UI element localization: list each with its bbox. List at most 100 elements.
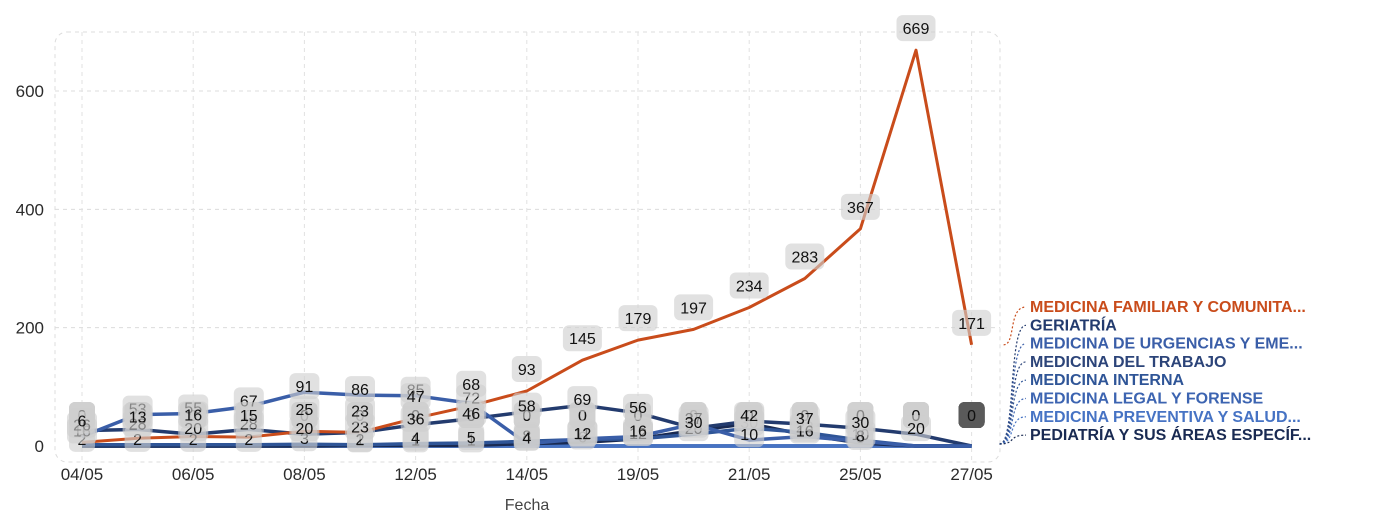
data-label: 23 [345, 397, 375, 424]
legend[interactable]: MEDICINA FAMILIAR Y COMUNITA...GERIATRÍA… [999, 299, 1312, 445]
data-label: 93 [511, 355, 542, 382]
data-label-text: 36 [407, 412, 425, 429]
x-axis-title: Fecha [505, 497, 550, 514]
data-label: 234 [729, 272, 769, 299]
data-label-bg [674, 294, 714, 321]
legend-item[interactable]: MEDICINA DEL TRABAJO [1030, 354, 1226, 371]
data-label: 91 [289, 373, 320, 400]
data-label: 56 [623, 393, 653, 420]
data-label-bg [345, 376, 375, 403]
data-label: 20 [901, 415, 931, 442]
y-tick-label: 600 [16, 82, 44, 101]
data-label-text: 0 [578, 408, 587, 425]
data-label: 16 [178, 401, 209, 428]
plot-frame [54, 31, 1001, 463]
data-label-bg [958, 402, 985, 428]
data-label: 12 [567, 419, 598, 446]
legend-connector [1003, 306, 1027, 346]
x-tick-label: 12/05 [394, 465, 437, 484]
legend-item[interactable]: PEDIATRÍA Y SUS ÁREAS ESPECÍF... [1030, 425, 1311, 444]
data-label-text: 47 [407, 389, 425, 406]
data-label-bg [952, 309, 992, 336]
data-label-bg [567, 386, 598, 413]
data-label: 69 [567, 386, 598, 413]
data-label-bg [178, 401, 209, 428]
data-label: 6 [69, 407, 95, 434]
data-label-text: 4 [411, 431, 420, 448]
legend-item[interactable]: GERIATRÍA [1030, 315, 1117, 334]
y-tick-label: 200 [16, 319, 44, 338]
data-label-text: 283 [791, 250, 818, 267]
data-label-text: 145 [569, 331, 596, 348]
legend-item[interactable]: MEDICINA FAMILIAR Y COMUNITA... [1030, 299, 1306, 316]
data-label-bg [511, 355, 542, 382]
data-label: 47 [400, 383, 431, 410]
data-label-bg [789, 405, 820, 432]
legend-connector [999, 397, 1027, 445]
data-label-bg [734, 402, 765, 429]
data-label-bg [562, 325, 602, 352]
legend-item[interactable]: MEDICINA INTERNA [1030, 372, 1185, 389]
data-label-bg [623, 417, 653, 444]
data-label: 197 [674, 294, 714, 321]
data-label-text: 20 [907, 421, 925, 438]
data-label-bg [845, 409, 876, 436]
data-label: 30 [678, 409, 709, 436]
data-label-text: 2 [244, 432, 253, 449]
data-label: 16 [623, 417, 653, 444]
x-tick-label: 08/05 [283, 465, 326, 484]
data-label-text: 16 [184, 408, 202, 425]
data-label-text: 5 [467, 430, 476, 447]
x-tick-label: 27/05 [950, 465, 993, 484]
y-tick-label: 0 [35, 437, 44, 456]
legend-item[interactable]: MEDICINA PREVENTIVA Y SALUD... [1030, 409, 1301, 426]
data-label-bg [511, 392, 542, 419]
data-label-text: 91 [296, 379, 314, 396]
data-label-bg [458, 424, 485, 451]
data-label-text: 23 [351, 419, 369, 436]
data-label-text: 16 [629, 424, 647, 441]
data-label-text: 13 [129, 409, 147, 426]
data-label-text: 234 [736, 279, 763, 296]
y-axis-ticks: 0 200 400 600 [16, 82, 44, 456]
data-label-bg [785, 243, 825, 270]
data-label-text: 23 [351, 403, 369, 420]
x-tick-label: 04/05 [61, 465, 104, 484]
data-label-bg [345, 397, 375, 424]
legend-connector [999, 324, 1027, 445]
data-label-bg [513, 424, 540, 451]
data-label-text: 0 [967, 408, 976, 425]
data-label-bg [400, 383, 431, 410]
data-label-text: 20 [296, 421, 314, 438]
data-label-bg [456, 370, 487, 397]
data-labels: 0000011146122638195000000000000000000000… [67, 15, 992, 453]
data-label: 30 [845, 409, 876, 436]
data-label: 58 [511, 392, 542, 419]
x-tick-label: 25/05 [839, 465, 882, 484]
data-label-bg [623, 393, 653, 420]
data-label-bg [400, 405, 431, 432]
data-label-text: 2 [356, 432, 365, 449]
legend-connector [999, 416, 1027, 445]
x-tick-label: 19/05 [617, 465, 660, 484]
data-label: 37 [789, 405, 820, 432]
x-axis-ticks: 04/05 06/05 08/05 12/05 14/05 19/05 21/05 25/05… [61, 465, 993, 484]
data-label-text: 86 [351, 382, 369, 399]
data-label-bg [678, 409, 709, 436]
series-line-0[interactable] [81, 48, 974, 444]
legend-item[interactable]: MEDICINA LEGAL Y FORENSE [1030, 391, 1264, 408]
data-label: 13 [122, 403, 153, 430]
data-label-text: 30 [685, 415, 703, 432]
data-label: 15 [233, 402, 264, 429]
x-tick-label: 21/05 [728, 465, 771, 484]
data-label: 5 [458, 424, 485, 451]
legend-connector [999, 343, 1027, 445]
data-label-bg [567, 419, 598, 446]
data-label-text: 12 [574, 426, 592, 443]
data-label-text: 4 [522, 431, 531, 448]
legend-item[interactable]: MEDICINA DE URGENCIAS Y EME... [1030, 336, 1303, 353]
data-label-text: 179 [625, 311, 652, 328]
data-label: 25 [289, 396, 320, 423]
data-label: 0 [958, 402, 985, 428]
